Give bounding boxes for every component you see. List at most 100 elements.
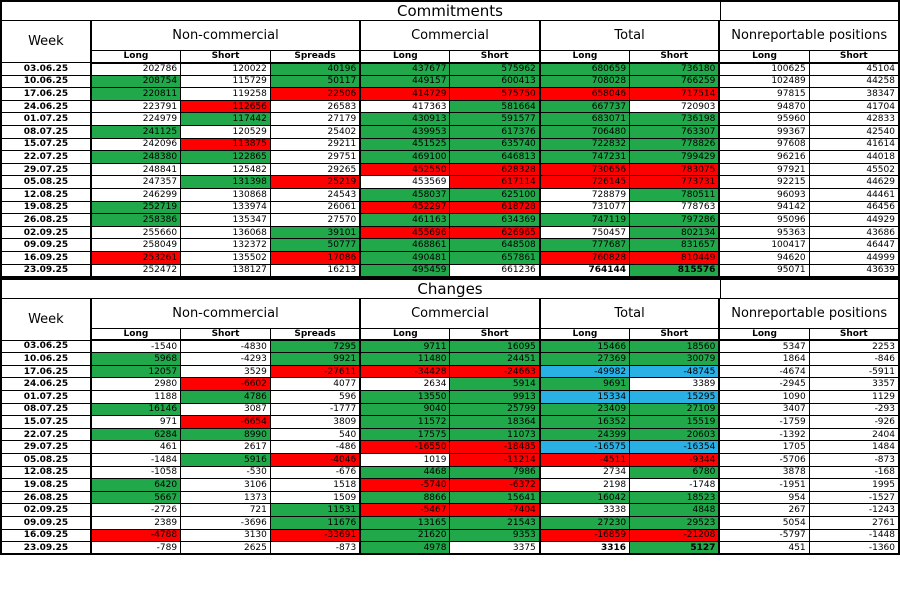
nr-short-cell: 44999 bbox=[808, 250, 900, 265]
nc-long-cell: 2980 bbox=[89, 377, 182, 391]
nr-short-cell: 44461 bbox=[808, 187, 900, 202]
nc-spreads-cell: -1777 bbox=[269, 402, 361, 417]
t-long-cell: 2198 bbox=[538, 478, 631, 492]
t-short-cell: 810449 bbox=[629, 250, 720, 265]
nc-long-cell: 248841 bbox=[89, 162, 182, 177]
week-cell: 08.07.25 bbox=[0, 402, 92, 417]
sub-header-c-long: Long bbox=[359, 327, 451, 342]
nc-spreads-cell: 39101 bbox=[269, 225, 361, 240]
week-cell: 26.08.25 bbox=[0, 490, 92, 505]
table-row: 23.09.25 -789 2625 -873 4978 3375 3316 5127 451-… bbox=[0, 541, 900, 555]
week-cell: 01.07.25 bbox=[0, 112, 92, 126]
nr-long-cell: -1759 bbox=[718, 415, 810, 429]
sub-header-row: Long Short Spreads Long Short Long Short… bbox=[1, 50, 900, 64]
nr-long-cell: -2945 bbox=[718, 377, 810, 391]
nr-long-cell: 95960 bbox=[718, 112, 810, 126]
sub-header-nc-spreads: Spreads bbox=[269, 327, 361, 342]
nc-long-cell: 253261 bbox=[89, 250, 182, 265]
nc-short-cell: 131398 bbox=[180, 175, 271, 189]
nc-short-cell: 120022 bbox=[180, 62, 271, 76]
nc-spreads-cell: 25219 bbox=[269, 175, 361, 189]
table-row: 16.09.25 -4788 3130 -33691 21620 9353 -16859 -2… bbox=[0, 528, 900, 543]
nc-spreads-cell: 4077 bbox=[269, 377, 361, 391]
nc-long-cell: 12057 bbox=[89, 364, 182, 379]
section-title-row: Commitments bbox=[0, 0, 900, 21]
t-long-cell: 667737 bbox=[538, 99, 631, 114]
title-divider bbox=[719, 2, 721, 20]
week-cell: 29.07.25 bbox=[0, 440, 92, 454]
t-long-cell: 3316 bbox=[538, 541, 631, 555]
t-short-cell: 773731 bbox=[629, 175, 720, 189]
nc-spreads-cell: -27611 bbox=[269, 364, 361, 379]
c-short-cell: 24451 bbox=[449, 352, 541, 366]
nc-long-cell: 241125 bbox=[89, 124, 182, 139]
nc-short-cell: 113875 bbox=[180, 137, 271, 152]
t-long-cell: 680659 bbox=[538, 62, 631, 76]
nc-short-cell: 125482 bbox=[180, 162, 271, 177]
nr-long-cell: -5706 bbox=[718, 452, 810, 467]
t-short-cell: 783075 bbox=[629, 162, 720, 177]
t-long-cell: 760828 bbox=[538, 250, 631, 265]
nr-short-cell: -1243 bbox=[808, 503, 900, 517]
c-short-cell: 625100 bbox=[449, 187, 541, 202]
c-short-cell: 634369 bbox=[449, 213, 541, 227]
nc-long-cell: 220811 bbox=[89, 87, 182, 101]
nc-long-cell: 252472 bbox=[89, 263, 182, 278]
nc-long-cell: 242096 bbox=[89, 137, 182, 152]
section-title: Commitments bbox=[0, 0, 900, 21]
nc-long-cell: -4788 bbox=[89, 528, 182, 543]
t-long-cell: 23409 bbox=[538, 402, 631, 417]
nc-spreads-cell: 29211 bbox=[269, 137, 361, 152]
table-row: 26.08.25 5667 1373 1509 8866 15641 16042 18523 9… bbox=[0, 490, 900, 505]
nr-long-cell: 95363 bbox=[718, 225, 810, 240]
nr-long-cell: 5347 bbox=[718, 339, 810, 354]
c-short-cell: -6372 bbox=[449, 478, 541, 492]
nc-short-cell: -530 bbox=[180, 465, 271, 480]
c-long-cell: -5740 bbox=[359, 478, 451, 492]
t-short-cell: 717514 bbox=[629, 87, 720, 101]
nc-long-cell: -1058 bbox=[89, 465, 182, 480]
sub-header-c-short: Short bbox=[449, 327, 541, 342]
nc-short-cell: 8990 bbox=[180, 427, 271, 442]
c-short-cell: 661236 bbox=[449, 263, 541, 278]
c-short-cell: 591577 bbox=[449, 112, 541, 126]
nc-long-cell: -1484 bbox=[89, 452, 182, 467]
nc-short-cell: 3106 bbox=[180, 478, 271, 492]
nc-short-cell: 721 bbox=[180, 503, 271, 517]
nc-short-cell: 122865 bbox=[180, 150, 271, 164]
nr-short-cell: 44629 bbox=[808, 175, 900, 189]
nc-long-cell: 971 bbox=[89, 415, 182, 429]
nc-short-cell: 117442 bbox=[180, 112, 271, 126]
c-short-cell: 600413 bbox=[449, 74, 541, 89]
sub-header-row: Long Short Spreads Long Short Long Short… bbox=[1, 327, 900, 342]
t-short-cell: 799429 bbox=[629, 150, 720, 164]
t-long-cell: -4511 bbox=[538, 452, 631, 467]
nc-long-cell: 6284 bbox=[89, 427, 182, 442]
week-cell: 19.08.25 bbox=[0, 478, 92, 492]
nc-short-cell: 112656 bbox=[180, 99, 271, 114]
sub-header-nr-long: Long bbox=[718, 327, 810, 342]
nr-short-cell: 45502 bbox=[808, 162, 900, 177]
nc-spreads-cell: -676 bbox=[269, 465, 361, 480]
week-cell: 10.06.25 bbox=[0, 352, 92, 366]
week-cell: 23.09.25 bbox=[0, 541, 92, 555]
c-short-cell: 25799 bbox=[449, 402, 541, 417]
t-long-cell: 3338 bbox=[538, 503, 631, 517]
table-row: 16.09.25 253261 135502 17086 490481 657861 760… bbox=[0, 250, 900, 265]
t-long-cell: 24399 bbox=[538, 427, 631, 442]
t-short-cell: 766259 bbox=[629, 74, 720, 89]
nr-long-cell: 100625 bbox=[718, 62, 810, 76]
nc-short-cell: 2617 bbox=[180, 440, 271, 454]
table-row: 19.08.25 6420 3106 1518 -5740 -6372 2198 -1748-… bbox=[0, 478, 900, 492]
nc-short-cell: 136068 bbox=[180, 225, 271, 240]
nr-short-cell: 44018 bbox=[808, 150, 900, 164]
t-long-cell: 728879 bbox=[538, 187, 631, 202]
table-row: 05.08.25 -1484 5916 -4046 1019 -11214 -4511 -93… bbox=[0, 452, 900, 467]
nc-long-cell: 2389 bbox=[89, 515, 182, 530]
sub-header-t-short: Short bbox=[629, 50, 720, 64]
nc-long-cell: 224979 bbox=[89, 112, 182, 126]
c-short-cell: 18364 bbox=[449, 415, 541, 429]
nr-short-cell: 2761 bbox=[808, 515, 900, 530]
c-long-cell: -34428 bbox=[359, 364, 451, 379]
nr-long-cell: 94870 bbox=[718, 99, 810, 114]
